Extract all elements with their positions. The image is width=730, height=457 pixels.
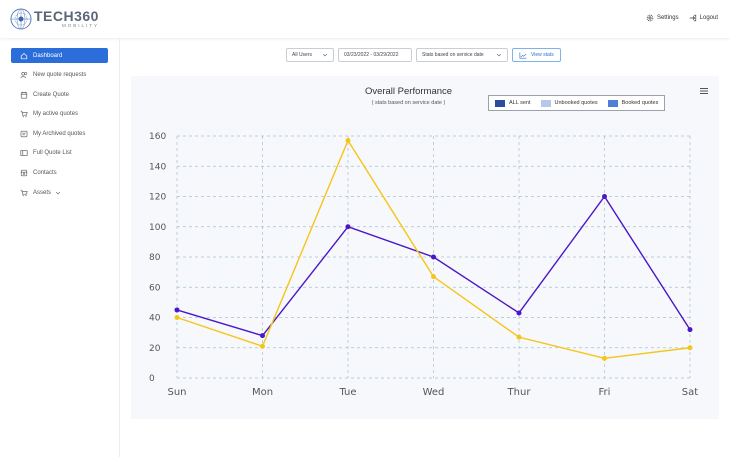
settings-button[interactable]: Settings	[646, 14, 679, 22]
data-point	[345, 224, 351, 230]
series-line	[176, 195, 691, 337]
data-point	[687, 345, 693, 351]
data-point	[174, 307, 180, 313]
data-point	[260, 333, 265, 339]
x-tick-label: Sat	[682, 387, 698, 398]
view-stats-button[interactable]: View stats	[512, 48, 561, 62]
sidebar-item-create-quote[interactable]: Create Quote	[11, 87, 108, 102]
y-tick-label: 140	[149, 162, 166, 172]
sidebar-item-new-quote-requests[interactable]: New quote requests	[11, 68, 108, 83]
sidebar-item-label: New quote requests	[33, 72, 87, 79]
y-tick-label: 160	[149, 132, 166, 142]
home-icon	[20, 52, 28, 59]
sidebar-item-label: Dashboard	[33, 52, 63, 59]
logout-label: Logout	[699, 15, 718, 21]
sidebar-item-my-active-quotes[interactable]: My active quotes	[11, 107, 108, 122]
sidebar-item-my-archived-quotes[interactable]: My Archived quotes	[11, 126, 108, 141]
x-tick-label: Wed	[423, 387, 445, 398]
sidebar-item-label: My active quotes	[33, 111, 79, 118]
y-tick-label: 60	[149, 283, 161, 293]
data-point	[174, 315, 180, 320]
x-tick-label: Tue	[338, 387, 356, 398]
sidebar-item-label: My Archived quotes	[33, 130, 86, 137]
brand-logo[interactable]: TECH360 MOBILITY	[10, 7, 99, 31]
y-tick-label: 100	[149, 223, 166, 233]
data-point	[260, 343, 265, 349]
data-point	[602, 355, 607, 361]
x-tick-label: Thur	[507, 387, 532, 398]
chart-panel: Overall Performance ( stats based on ser…	[131, 76, 719, 419]
user-select[interactable]: All Users	[286, 48, 334, 62]
line-chart: 0 20 40 60 80 100 120 140 160 Sun Mon Tue Wed Thur Fri…	[149, 132, 698, 398]
data-point	[602, 194, 607, 199]
users-icon	[20, 72, 28, 79]
legend-label: Unbooked quotes	[554, 100, 598, 106]
legend-swatch	[540, 99, 551, 107]
contacts-icon	[20, 169, 28, 177]
logout-icon	[689, 14, 696, 22]
chart-subtitle: ( stats based on service date )	[371, 100, 446, 106]
y-tick-label: 80	[149, 253, 161, 263]
view-stats-label: View stats	[531, 52, 554, 58]
filter-bar: All Users 03/23/2022 - 03/29/2022 Stats …	[286, 48, 561, 62]
chart-legend: ALL sent Unbooked quotes Booked quotes	[488, 95, 666, 111]
date-range-input[interactable]: 03/23/2022 - 03/29/2022	[338, 48, 412, 62]
sidebar-nav: Dashboard New quote requests Create Quot…	[0, 38, 119, 200]
brand-name: TECH360	[34, 8, 99, 25]
legend-label: ALL sent	[509, 100, 531, 106]
file-plus-icon	[20, 91, 28, 99]
legend-item-all-sent[interactable]: ALL sent	[495, 99, 531, 107]
sidebar: Dashboard New quote requests Create Quot…	[0, 38, 120, 457]
stats-basis-value: Stats based on service date	[422, 52, 484, 58]
sidebar-item-label: Create Quote	[33, 91, 70, 98]
sidebar-item-dashboard[interactable]: Dashboard	[11, 48, 108, 63]
legend-label: Booked quotes	[621, 100, 659, 106]
settings-label: Settings	[656, 15, 679, 21]
x-tick-label: Sun	[167, 387, 186, 398]
sidebar-item-assets[interactable]: Assets	[11, 185, 108, 200]
logout-button[interactable]: Logout	[689, 14, 718, 22]
list-icon	[20, 150, 28, 157]
y-tick-label: 120	[149, 193, 166, 203]
legend-swatch	[495, 99, 505, 107]
globe-icon	[10, 8, 32, 30]
user-select-value: All Users	[292, 52, 313, 58]
y-tick-label: 0	[149, 374, 155, 384]
date-range-value: 03/23/2022 - 03/29/2022	[344, 52, 399, 58]
sidebar-item-label: Full Quote List	[33, 150, 72, 157]
top-bar: TECH360 MOBILITY Settings Logout	[0, 0, 730, 38]
chart-title: Overall Performance	[364, 86, 453, 97]
legend-item-unbooked-quotes[interactable]: Unbooked quotes	[540, 99, 598, 107]
chevron-down-icon	[496, 53, 502, 57]
brand-tagline: MOBILITY	[61, 23, 99, 29]
x-tick-label: Mon	[252, 387, 273, 398]
legend-item-booked-quotes[interactable]: Booked quotes	[607, 99, 659, 107]
chevron-down-icon	[322, 53, 328, 57]
hamburger-menu-icon[interactable]	[699, 86, 709, 96]
sidebar-item-full-quote-list[interactable]: Full Quote List	[11, 146, 108, 161]
data-point	[431, 274, 436, 280]
data-point	[516, 334, 522, 340]
x-tick-label: Fri	[599, 387, 611, 398]
data-point	[345, 138, 351, 144]
cart-icon	[20, 189, 28, 196]
cart-icon	[20, 111, 28, 118]
y-tick-label: 40	[149, 314, 161, 324]
legend-swatch	[607, 99, 618, 107]
y-tick-label: 20	[149, 344, 161, 354]
data-point	[516, 310, 522, 316]
data-point	[687, 327, 693, 333]
gear-icon	[646, 14, 654, 22]
archive-icon	[20, 130, 28, 137]
sidebar-item-label: Assets	[33, 189, 52, 196]
data-point	[431, 254, 436, 260]
sidebar-item-contacts[interactable]: Contacts	[11, 166, 108, 181]
line-chart-icon	[519, 51, 527, 59]
sidebar-item-label: Contacts	[33, 170, 57, 177]
chevron-down-icon	[56, 191, 61, 194]
stats-basis-select[interactable]: Stats based on service date	[416, 48, 508, 62]
